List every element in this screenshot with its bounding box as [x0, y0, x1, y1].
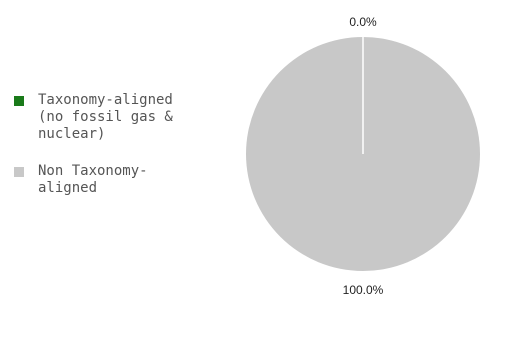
data-label-non-taxonomy-aligned: 100.0% [343, 283, 384, 297]
legend-label-taxonomy-aligned: Taxonomy-aligned (no fossil gas & nuclea… [38, 92, 173, 142]
legend-label-non-taxonomy-aligned: Non Taxonomy- aligned [38, 163, 148, 196]
chart-legend: Taxonomy-aligned (no fossil gas & nuclea… [14, 92, 214, 217]
legend-swatch-non-taxonomy-aligned [14, 167, 24, 177]
data-label-taxonomy-aligned: 0.0% [349, 15, 377, 29]
legend-item-non-taxonomy-aligned: Non Taxonomy- aligned [14, 163, 214, 197]
legend-swatch-taxonomy-aligned [14, 96, 24, 106]
legend-item-taxonomy-aligned: Taxonomy-aligned (no fossil gas & nuclea… [14, 92, 214, 143]
